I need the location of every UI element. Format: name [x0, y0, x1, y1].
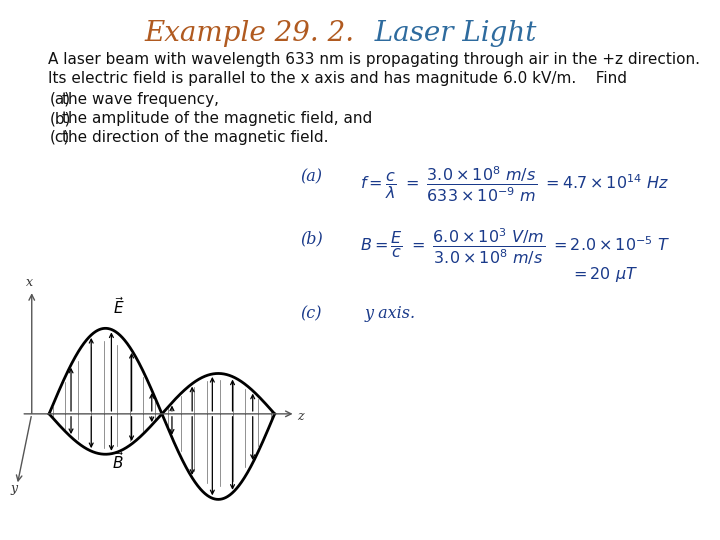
Text: $\vec{B}$: $\vec{B}$	[112, 450, 125, 471]
Text: (b): (b)	[300, 230, 323, 247]
Text: the amplitude of the magnetic field, and: the amplitude of the magnetic field, and	[62, 111, 372, 126]
Text: the direction of the magnetic field.: the direction of the magnetic field.	[62, 130, 328, 145]
Text: (a): (a)	[50, 92, 71, 107]
Text: x: x	[25, 275, 32, 288]
Text: y axis.: y axis.	[365, 305, 416, 322]
Text: (a): (a)	[300, 168, 322, 185]
Text: $= 20 \ \mu T$: $= 20 \ \mu T$	[570, 265, 638, 284]
Text: (c): (c)	[50, 130, 71, 145]
Text: z: z	[297, 410, 304, 423]
Text: A laser beam with wavelength 633 nm is propagating through air in the +z directi: A laser beam with wavelength 633 nm is p…	[48, 52, 700, 67]
Text: Example 29. 2.: Example 29. 2.	[145, 20, 355, 47]
Text: Its electric field is parallel to the x axis and has magnitude 6.0 kV/m.    Find: Its electric field is parallel to the x …	[48, 71, 627, 86]
Text: the wave frequency,: the wave frequency,	[62, 92, 219, 107]
Text: (c): (c)	[300, 305, 322, 322]
Text: Laser Light: Laser Light	[357, 20, 536, 47]
Text: $B = \dfrac{E}{c} \ = \ \dfrac{6.0 \times 10^3 \ V/m}{3.0 \times 10^8 \ m/s} \ =: $B = \dfrac{E}{c} \ = \ \dfrac{6.0 \time…	[360, 227, 670, 267]
Text: $\vec{E}$: $\vec{E}$	[113, 296, 125, 317]
Text: (b): (b)	[50, 111, 71, 126]
Text: $f = \dfrac{c}{\lambda} \ = \ \dfrac{3.0 \times 10^8 \ m/s}{633 \times 10^{-9} \: $f = \dfrac{c}{\lambda} \ = \ \dfrac{3.0…	[360, 165, 669, 205]
Text: y: y	[10, 482, 17, 495]
